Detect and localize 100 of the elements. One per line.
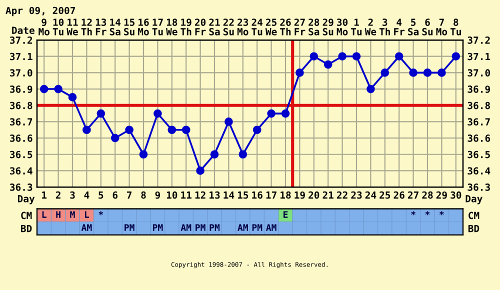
- text: PM: [124, 224, 134, 231]
- text: L: [42, 211, 46, 218]
- point: [409, 68, 418, 77]
- x-tick-label: 16: [252, 191, 262, 199]
- x-tick-label: 23: [351, 191, 362, 199]
- y2-tick-label: CM: [468, 212, 480, 220]
- point: [125, 126, 134, 134]
- chart-title: Apr 09, 2007: [6, 6, 75, 16]
- y2-tick-label: 36.9: [468, 86, 490, 93]
- point: [310, 52, 318, 61]
- text: AM: [81, 224, 92, 231]
- x-tick-label: 11: [181, 192, 192, 199]
- point: [380, 68, 390, 77]
- point: [338, 52, 346, 61]
- x2-axis-title: Date: [12, 26, 34, 34]
- point: [366, 84, 375, 94]
- y-tick-label: 36.6: [10, 134, 32, 142]
- y-tick-label: 36.8: [10, 102, 32, 110]
- x2-tick-label: 29 Su: [322, 18, 334, 36]
- point: [96, 109, 106, 118]
- point: [281, 109, 290, 118]
- text: AM: [238, 224, 248, 231]
- text: PM: [152, 224, 163, 231]
- y2-tick-label: 36.5: [468, 150, 490, 158]
- x2-tick-label: 24 Tu: [252, 18, 263, 36]
- x-tick-label: 28: [422, 191, 433, 199]
- x2-tick-label: 19 Th: [180, 18, 192, 36]
- point: [182, 126, 190, 134]
- x-tick-label: 26: [394, 191, 404, 199]
- text: L: [84, 211, 90, 218]
- point: [154, 109, 162, 118]
- x2-tick-label: 15 Su: [124, 18, 134, 36]
- text: AM: [180, 224, 192, 231]
- x2-tick-label: 23 Mo: [237, 18, 248, 36]
- point: [438, 68, 446, 77]
- x-tick-label: 29: [436, 191, 447, 199]
- y2-tick-label: 36.3: [468, 184, 490, 191]
- x2-tick-label: 28 Sa: [308, 18, 320, 36]
- y-tick-label: CM: [21, 212, 32, 220]
- point: [82, 126, 91, 134]
- text: *: [425, 211, 430, 216]
- x-tick-label: 7: [127, 192, 132, 199]
- x2-tick-label: 30 Mo: [336, 18, 348, 36]
- point: [238, 150, 248, 159]
- x-tick-label: 1: [42, 192, 47, 199]
- y2-tick-label: 36.8: [468, 102, 490, 110]
- x-tick-label: 25: [380, 191, 390, 199]
- point: [423, 68, 432, 77]
- x2-tick-label: 18 We: [166, 18, 178, 36]
- x-tick-label: 30: [450, 191, 462, 199]
- point: [394, 52, 404, 61]
- point: [168, 126, 176, 134]
- text: Day: [466, 195, 482, 204]
- point: [110, 134, 120, 142]
- x2-tick-label: 22 Su: [223, 18, 234, 36]
- x-tick-label: 17: [266, 192, 276, 199]
- point: [324, 60, 332, 69]
- point: [296, 68, 304, 77]
- y-tick-label: 37.2: [10, 36, 32, 44]
- x-tick-label: 18: [280, 191, 291, 199]
- text: AM: [266, 224, 276, 231]
- x-tick-label: 10: [166, 191, 178, 199]
- point: [452, 52, 460, 61]
- x2-tick-label: 3 Th: [379, 18, 390, 36]
- x2-tick-label: 17 Tu: [152, 18, 163, 36]
- x2-tick-label: 11 We: [66, 18, 78, 36]
- y-tick-label: 37.0: [10, 69, 32, 77]
- x-tick-label: 27: [408, 191, 418, 199]
- text: *: [440, 211, 444, 216]
- y2-tick-label: 37.1: [468, 52, 490, 60]
- x-tick-label: 21: [322, 191, 334, 199]
- x2-tick-label: 27 Fr: [294, 18, 306, 36]
- text: *: [411, 211, 416, 216]
- text: E: [284, 211, 288, 218]
- x-tick-label: 20: [308, 191, 320, 199]
- x2-tick-label: 25 We: [265, 18, 277, 36]
- point: [54, 84, 62, 94]
- y2-tick-label: 36.6: [468, 134, 490, 142]
- point: [210, 150, 219, 159]
- y-tick-label: 36.9: [10, 86, 32, 93]
- point: [267, 109, 276, 118]
- x2-tick-label: 13 Fr: [96, 18, 106, 36]
- x2-tick-label: 8 Tu: [450, 18, 461, 36]
- x2-tick-label: 2 We: [364, 18, 376, 36]
- y2-tick-label: 36.4: [468, 167, 490, 175]
- x-tick-label: 2: [56, 191, 60, 199]
- x-tick-label: 15: [238, 192, 248, 199]
- x-tick-label: 9: [155, 191, 160, 199]
- y-tick-label: 36.3: [10, 184, 32, 191]
- x2-tick-label: 6 Su: [422, 18, 433, 36]
- y2-tick-label: 37.2: [468, 36, 490, 44]
- x2-tick-label: 14 Sa: [110, 18, 121, 36]
- x-tick-label: 13: [210, 191, 220, 199]
- text: PM: [252, 224, 262, 231]
- text: M: [70, 211, 75, 218]
- y2-tick-label: BD: [468, 224, 480, 232]
- point: [40, 84, 48, 94]
- text: *: [98, 211, 104, 216]
- text: PM: [196, 224, 206, 231]
- x2-tick-label: 4 Fr: [394, 18, 405, 36]
